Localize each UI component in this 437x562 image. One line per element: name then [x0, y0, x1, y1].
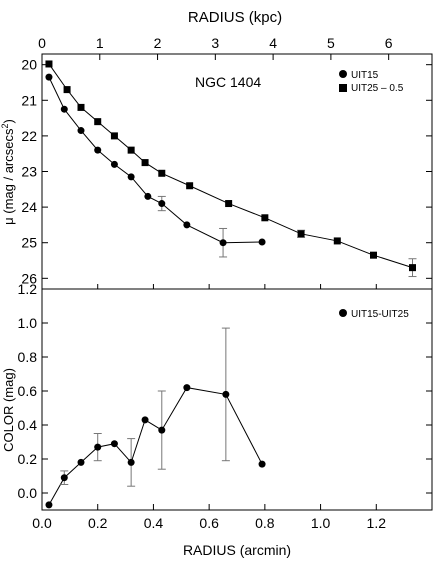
color-series-line — [48, 387, 263, 506]
uit25-series-point — [45, 60, 53, 68]
top-y-tick-label: 20 — [21, 57, 37, 73]
top-y-tick-label: 24 — [21, 199, 37, 215]
uit25-series-point — [297, 230, 305, 238]
top-y-tick-label: 22 — [21, 128, 37, 144]
color-series-point — [183, 384, 191, 392]
top-x-tick-label: 3 — [211, 35, 219, 51]
bottom-x-tick-label: 0.6 — [199, 515, 219, 531]
bottom-panel: 0.0 0.2 0.4 0.6 0.8 1.0 1.2 0.0 0.2 0.4 0.6 0.8 1.0… — [1, 281, 433, 558]
uit15-series-point — [77, 127, 85, 135]
bottom-x-ticks: 0.0 0.2 0.4 0.6 0.8 1.0 1.2 — [32, 504, 386, 531]
color-series-point — [258, 460, 266, 468]
legend-marker-uit15 — [339, 70, 347, 78]
color-series-point — [45, 501, 53, 509]
top-y-tick-label: 21 — [21, 92, 37, 108]
uit25-series-line — [48, 63, 413, 269]
top-x-tick-label: 0 — [38, 35, 46, 51]
top-y-axis-label: μ (mag / arcsecs2) — [0, 119, 16, 225]
legend-label-uit15: UIT15 — [351, 70, 379, 81]
bottom-x-tick-label: 0.8 — [255, 515, 275, 531]
uit15-series-point — [127, 173, 135, 181]
bottom-y-tick-label: 1.2 — [18, 281, 38, 297]
bottom-x-tick-label: 1.0 — [311, 515, 331, 531]
top-axis-label: RADIUS (kpc) — [188, 9, 282, 26]
uit25-series-point — [261, 214, 269, 222]
uit15-series-point — [258, 238, 266, 246]
bottom-plot-frame — [41, 288, 433, 511]
legend-label-uit25: UIT25 – 0.5 — [351, 83, 404, 94]
color-series-point — [77, 458, 85, 466]
bottom-x-tick-label: 0.0 — [32, 515, 52, 531]
bottom-x-tick-label: 0.2 — [88, 515, 108, 531]
legend-label-color: UIT15-UIT25 — [351, 309, 409, 320]
uit25-series-point — [409, 264, 416, 272]
uit15-series-point — [219, 239, 227, 247]
uit25-series-point — [127, 146, 135, 154]
uit25-series-point — [77, 103, 85, 111]
bottom-x-tick-label: 1.2 — [367, 515, 387, 531]
color-series-point — [141, 416, 149, 424]
color-series-point — [158, 426, 166, 434]
uit25-series-point — [186, 182, 194, 190]
bottom-y-ticks: 0.0 0.2 0.4 0.6 0.8 1.0 1.2 — [18, 281, 432, 501]
bottom-x-tick-label: 0.4 — [144, 515, 164, 531]
color-series-point — [94, 443, 102, 451]
color-series-point — [127, 458, 135, 466]
uit25-series-point — [370, 251, 377, 259]
uit15-series-point — [60, 105, 68, 113]
top-x-tick-label: 6 — [385, 35, 393, 51]
top-y-tick-label: 26 — [21, 270, 37, 286]
top-x-tick-label: 5 — [327, 35, 335, 51]
uit15-series-point — [94, 146, 102, 154]
color-series-point — [110, 440, 118, 448]
uit15-series-point — [110, 160, 118, 168]
uit15-series-point — [144, 192, 152, 200]
uit25-series-point — [94, 118, 102, 126]
uit25-series-point — [158, 169, 166, 177]
top-y-tick-label: 23 — [21, 164, 37, 180]
top-x-ticks: 0 1 2 3 4 5 6 — [38, 35, 393, 289]
uit15-series-point — [183, 221, 191, 229]
uit15-series-line — [48, 76, 263, 244]
top-x-tick-label: 1 — [96, 35, 104, 51]
bottom-x-axis-label: RADIUS (arcmin) — [183, 542, 291, 558]
galaxy-name-title: NGC 1404 — [195, 74, 261, 90]
bottom-y-tick-label: 0.6 — [18, 383, 38, 399]
bottom-y-tick-label: 1.0 — [18, 315, 38, 331]
top-series-group — [45, 60, 417, 278]
uit15-series-point — [45, 73, 53, 81]
uit25-series-point — [110, 132, 118, 140]
top-y-tick-label: 25 — [21, 235, 37, 251]
uit25-series-point — [63, 86, 71, 94]
color-series-point — [222, 390, 230, 398]
bottom-y-tick-label: 0.8 — [18, 349, 38, 365]
legend-marker-uit25 — [339, 84, 347, 92]
legend-marker-color — [339, 309, 347, 317]
uit25-series-point — [333, 237, 341, 245]
bottom-y-axis-label: COLOR (mag) — [1, 368, 16, 452]
uit15-series-point — [158, 200, 166, 208]
top-x-tick-label: 4 — [269, 35, 277, 51]
bottom-legend: UIT15-UIT25 — [339, 309, 409, 320]
top-x-tick-label: 2 — [154, 35, 162, 51]
uit25-series-point — [225, 200, 233, 208]
bottom-y-tick-label: 0.2 — [18, 451, 38, 467]
top-legend: UIT15 UIT25 – 0.5 — [339, 70, 404, 94]
top-y-label-sup: 2 — [0, 123, 10, 128]
bottom-series-group — [45, 327, 266, 509]
color-series-point — [60, 474, 68, 482]
top-y-label-close: ) — [1, 119, 16, 123]
bottom-y-tick-label: 0.4 — [18, 417, 38, 433]
uit25-series-point — [141, 159, 149, 167]
top-y-label-main: μ (mag / arcsecs — [1, 128, 16, 225]
top-y-ticks: 20 21 22 23 24 25 26 — [21, 57, 432, 286]
bottom-y-tick-label: 0.0 — [18, 485, 38, 501]
